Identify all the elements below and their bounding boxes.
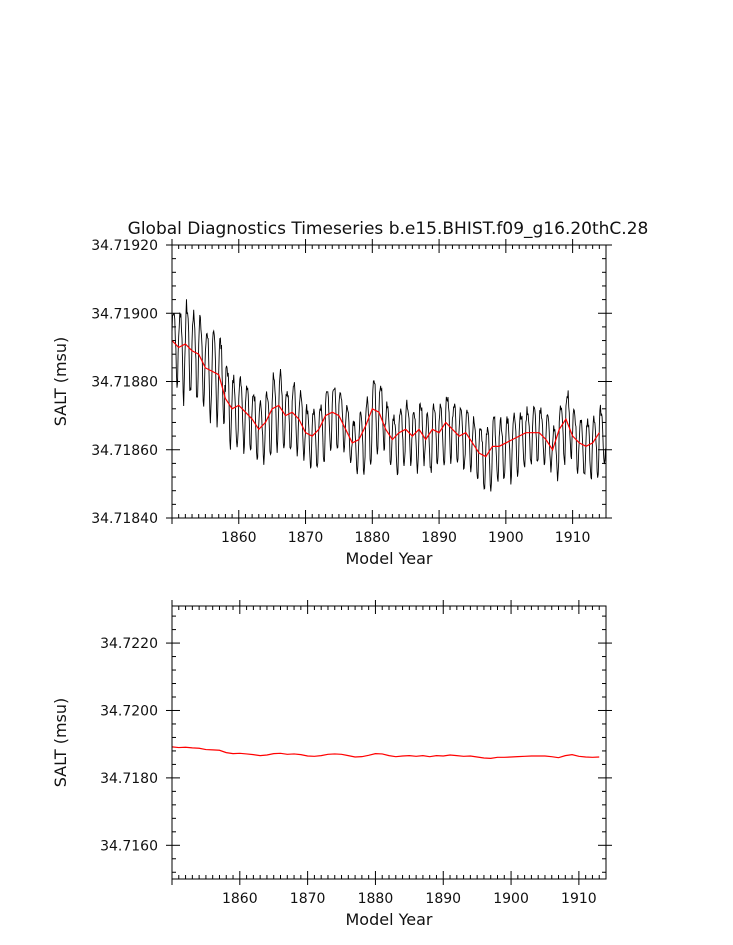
x-tick-label: 1890 bbox=[425, 891, 461, 907]
bottom-panel-ticks bbox=[166, 600, 612, 885]
top-panel: 1860 1870 1880 1890 1900 1910 34.71840 34.71860… bbox=[51, 238, 612, 568]
top-panel-annual-series bbox=[171, 340, 600, 458]
x-tick-label: 1860 bbox=[222, 891, 258, 907]
bottom-panel-y-axis-label: SALT (msu) bbox=[51, 698, 70, 788]
y-tick-label: 34.71920 bbox=[91, 238, 158, 254]
x-tick-label: 1890 bbox=[421, 530, 457, 546]
bottom-panel-frame bbox=[171, 605, 607, 880]
x-tick-label: 1900 bbox=[493, 891, 529, 907]
y-tick-label: 34.7220 bbox=[100, 636, 158, 652]
x-tick-label: 1910 bbox=[555, 530, 591, 546]
bottom-panel-annual-series bbox=[171, 746, 600, 759]
x-tick-label: 1880 bbox=[354, 530, 390, 546]
top-panel-frame bbox=[171, 244, 607, 519]
chart-title: Global Diagnostics Timeseries b.e15.BHIS… bbox=[128, 219, 649, 239]
x-tick-label: 1880 bbox=[358, 891, 394, 907]
x-tick-label: 1860 bbox=[221, 530, 257, 546]
y-tick-label: 34.7160 bbox=[100, 838, 158, 854]
x-tick-label: 1900 bbox=[488, 530, 524, 546]
top-panel-tick-labels: 1860 1870 1880 1890 1900 1910 34.71840 34.71860… bbox=[91, 238, 590, 546]
x-tick-label: 1870 bbox=[290, 891, 326, 907]
y-tick-label: 34.7200 bbox=[100, 703, 158, 719]
top-panel-ticks bbox=[166, 239, 612, 524]
bottom-panel-x-axis-label: Model Year bbox=[346, 910, 433, 929]
y-tick-label: 34.71840 bbox=[91, 511, 158, 527]
y-tick-label: 34.71860 bbox=[91, 443, 158, 459]
y-tick-label: 34.7180 bbox=[100, 771, 158, 787]
y-tick-label: 34.71900 bbox=[91, 306, 158, 322]
top-panel-y-axis-label: SALT (msu) bbox=[51, 337, 70, 427]
bottom-panel: 1860 1870 1880 1890 1900 1910 34.7160 34.7180 34… bbox=[51, 600, 612, 929]
annual-series-line bbox=[171, 340, 600, 458]
annual-series-line bbox=[171, 746, 600, 759]
bottom-panel-tick-labels: 1860 1870 1880 1890 1900 1910 34.7160 34.7180 34… bbox=[100, 636, 597, 907]
top-panel-x-axis-label: Model Year bbox=[346, 549, 433, 568]
top-panel-monthly-series bbox=[171, 299, 606, 492]
x-tick-label: 1870 bbox=[288, 530, 324, 546]
x-tick-label: 1910 bbox=[561, 891, 597, 907]
monthly-series-line bbox=[171, 299, 606, 492]
y-tick-label: 34.71880 bbox=[91, 375, 158, 391]
